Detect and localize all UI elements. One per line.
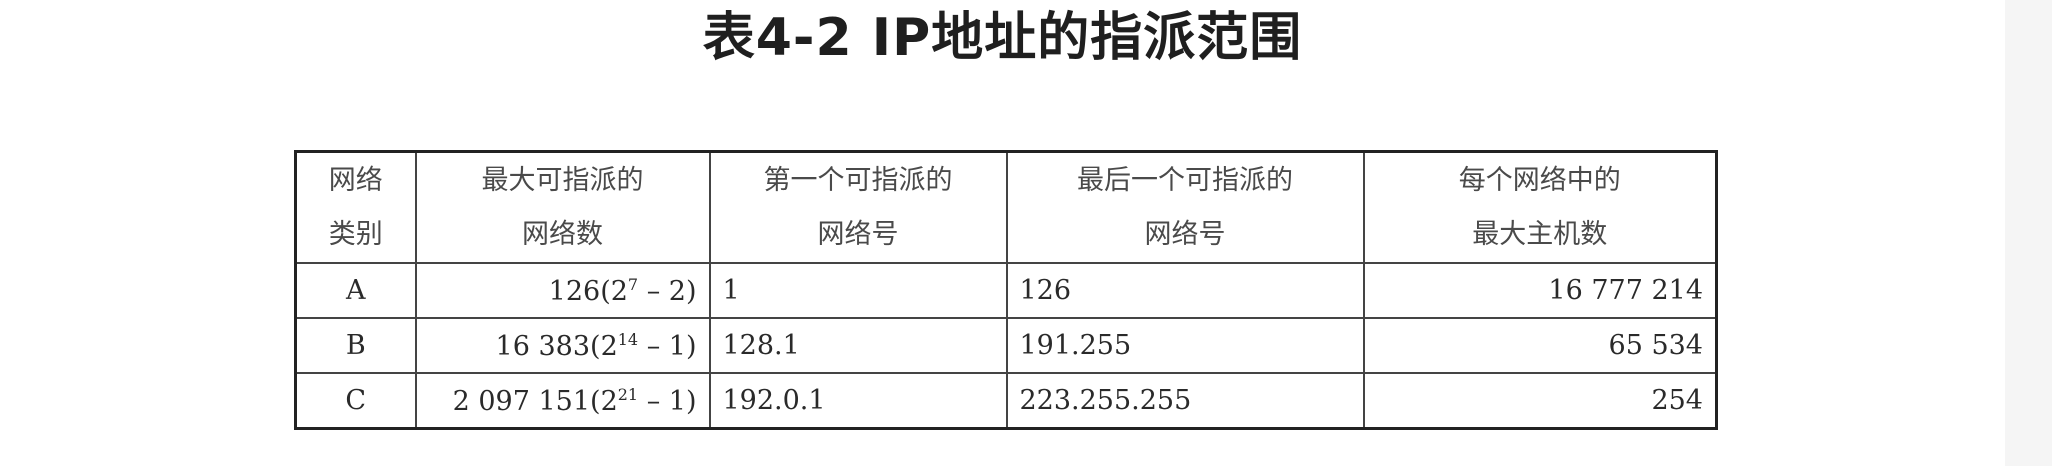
network-count: 126 xyxy=(548,275,601,307)
cell-first-network: 1 xyxy=(708,262,1008,319)
ip-address-range-table: 网络 类别 最大可指派的 网络数 第一个可指派的 网络号 最后一个可指派的 网络… xyxy=(294,150,1718,430)
header-line: 最后一个可指派的 xyxy=(1077,164,1293,196)
header-max-networks: 最大可指派的 网络数 xyxy=(414,150,711,264)
formula-open: (2 xyxy=(590,330,618,362)
formula-exponent: 14 xyxy=(617,329,639,349)
header-line: 类别 xyxy=(328,218,383,250)
cell-last-network: 126 xyxy=(1005,262,1365,319)
header-network-class: 网络 类别 xyxy=(294,150,417,264)
table-row: B 16 383(214 – 1) 128.1 191.255 65 534 xyxy=(294,317,1718,374)
cell-max-hosts: 16 777 214 xyxy=(1362,262,1718,319)
cell-max-hosts: 254 xyxy=(1362,372,1718,430)
header-line: 最大主机数 xyxy=(1472,218,1608,250)
cell-max-networks: 126(27 – 2) xyxy=(414,262,711,319)
document-page: 表4-2 IP地址的指派范围 网络 类别 最大可指派的 网络数 第一个可指派的 xyxy=(294,8,1718,430)
formula-exponent: 7 xyxy=(627,274,639,294)
cell-max-networks: 16 383(214 – 1) xyxy=(414,317,711,374)
formula-close: – 1) xyxy=(638,385,697,417)
formula-open: (2 xyxy=(600,275,628,307)
network-count: 16 383 xyxy=(495,330,591,362)
header-line: 最大可指派的 xyxy=(481,164,644,196)
formula-open: (2 xyxy=(590,385,618,417)
cell-class: B xyxy=(294,317,417,374)
formula-exponent: 21 xyxy=(617,384,639,404)
cell-last-network: 191.255 xyxy=(1005,317,1365,374)
header-line: 网络号 xyxy=(1144,218,1226,250)
header-max-hosts: 每个网络中的 最大主机数 xyxy=(1362,150,1718,264)
header-last-network: 最后一个可指派的 网络号 xyxy=(1005,150,1365,264)
table-title: 表4-2 IP地址的指派范围 xyxy=(702,8,1303,68)
header-line: 第一个可指派的 xyxy=(763,164,953,196)
cell-max-hosts: 65 534 xyxy=(1362,317,1718,374)
cell-max-networks: 2 097 151(221 – 1) xyxy=(414,372,711,430)
header-line: 网络数 xyxy=(522,218,603,250)
header-line: 网络 xyxy=(328,164,383,196)
cell-first-network: 128.1 xyxy=(708,317,1008,374)
table-header-row: 网络 类别 最大可指派的 网络数 第一个可指派的 网络号 最后一个可指派的 网络… xyxy=(294,150,1718,264)
table-row: C 2 097 151(221 – 1) 192.0.1 223.255.255… xyxy=(294,372,1718,430)
table-row: A 126(27 – 2) 1 126 16 777 214 xyxy=(294,262,1718,319)
formula-close: – 1) xyxy=(638,330,697,362)
cell-first-network: 192.0.1 xyxy=(708,372,1008,430)
header-line: 每个网络中的 xyxy=(1458,164,1621,196)
network-count: 2 097 151 xyxy=(452,385,591,417)
header-first-network: 第一个可指派的 网络号 xyxy=(708,150,1008,264)
header-line: 网络号 xyxy=(817,218,899,250)
formula-close: – 2) xyxy=(638,275,697,307)
cell-last-network: 223.255.255 xyxy=(1005,372,1365,430)
cell-class: A xyxy=(294,262,417,319)
cell-class: C xyxy=(294,372,417,430)
